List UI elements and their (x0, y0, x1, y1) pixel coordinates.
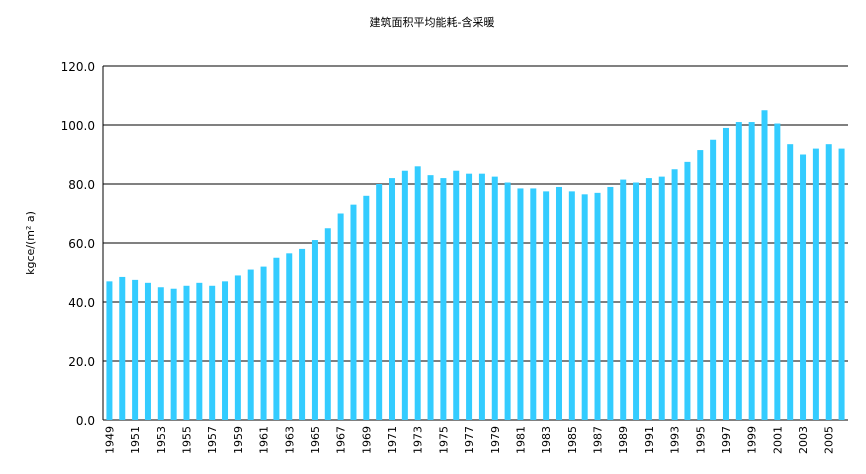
y-axis-label: kgce/(m² a) (24, 211, 37, 275)
y-tick-label: 0.0 (76, 414, 95, 428)
bar (170, 288, 177, 420)
bar (337, 213, 344, 420)
x-tick-label: 1993 (669, 426, 682, 454)
bar (491, 176, 498, 420)
bar (504, 182, 511, 420)
bar (774, 123, 781, 421)
bar (389, 178, 396, 420)
x-tick-label: 1989 (617, 426, 630, 454)
x-tick-label: 1953 (155, 426, 168, 454)
bar (594, 192, 601, 420)
bar (157, 287, 164, 420)
x-tick-label: 1999 (746, 426, 759, 454)
bar (543, 191, 550, 420)
bar (183, 285, 190, 420)
x-tick-label: 1991 (643, 426, 656, 454)
x-tick-label: 1967 (335, 426, 348, 454)
bar (620, 179, 627, 420)
bar (234, 275, 241, 420)
bar (800, 154, 807, 420)
x-tick-label: 1971 (386, 426, 399, 454)
x-tick-label: 1981 (514, 426, 527, 454)
bar (440, 178, 447, 420)
x-tick-label: 1957 (206, 426, 219, 454)
bar (684, 161, 691, 420)
bar (517, 188, 524, 420)
bar (658, 176, 665, 420)
bar (260, 266, 267, 420)
bar (209, 285, 216, 420)
bar (555, 186, 562, 420)
x-tick-label: 1951 (129, 426, 142, 454)
bar (414, 166, 421, 420)
y-tick-label: 40.0 (68, 296, 95, 310)
bar (697, 150, 704, 420)
bar (748, 122, 755, 421)
bar (787, 144, 794, 421)
x-tick-label: 1973 (412, 426, 425, 454)
x-tick-label: 1975 (437, 426, 450, 454)
bar (132, 279, 139, 420)
bar (633, 182, 640, 420)
bar (324, 228, 331, 420)
bar (106, 281, 113, 420)
bar (196, 282, 203, 420)
x-tick-label: 1955 (180, 426, 193, 454)
bar (401, 170, 408, 420)
bar (453, 170, 460, 420)
bar (144, 282, 151, 420)
bar (825, 144, 832, 421)
bar (710, 139, 717, 420)
bar (812, 148, 819, 420)
y-tick-label: 80.0 (68, 178, 95, 192)
bar (761, 110, 768, 420)
bar (119, 276, 126, 420)
x-tick-label: 1979 (489, 426, 502, 454)
bar (222, 281, 229, 420)
x-tick-label: 2001 (771, 426, 784, 454)
bar (427, 175, 434, 420)
x-tick-label: 2003 (797, 426, 810, 454)
bar (568, 191, 575, 420)
bar (645, 178, 652, 420)
chart-title: 建筑面积平均能耗-含采暖 (370, 15, 495, 29)
bar (350, 204, 357, 420)
bar (299, 248, 306, 420)
x-tick-label: 1977 (463, 426, 476, 454)
bar (363, 195, 370, 420)
x-tick-label: 1959 (232, 426, 245, 454)
x-tick-label: 1985 (566, 426, 579, 454)
x-tick-label: 1969 (360, 426, 373, 454)
bar (273, 257, 280, 420)
x-tick-label: 2005 (823, 426, 836, 454)
bar (671, 169, 678, 420)
bar (478, 173, 485, 420)
bar (838, 148, 845, 420)
x-tick-label: 1949 (103, 426, 116, 454)
y-tick-label: 20.0 (68, 355, 95, 369)
y-tick-label: 100.0 (61, 119, 95, 133)
bar (735, 122, 742, 421)
bar (530, 188, 537, 420)
bar (466, 173, 473, 420)
y-tick-label: 120.0 (61, 60, 95, 74)
bar (722, 127, 729, 420)
y-tick-label: 60.0 (68, 237, 95, 251)
x-tick-label: 1997 (720, 426, 733, 454)
x-tick-label: 1961 (258, 426, 271, 454)
x-tick-label: 1983 (540, 426, 553, 454)
bar (311, 240, 318, 420)
bar (247, 269, 254, 420)
bar (376, 184, 383, 420)
x-tick-label: 1987 (592, 426, 605, 454)
bar (581, 194, 588, 420)
bar (607, 186, 614, 420)
bar (286, 253, 293, 420)
x-tick-label: 1965 (309, 426, 322, 454)
x-tick-label: 1963 (283, 426, 296, 454)
x-tick-label: 1995 (694, 426, 707, 454)
